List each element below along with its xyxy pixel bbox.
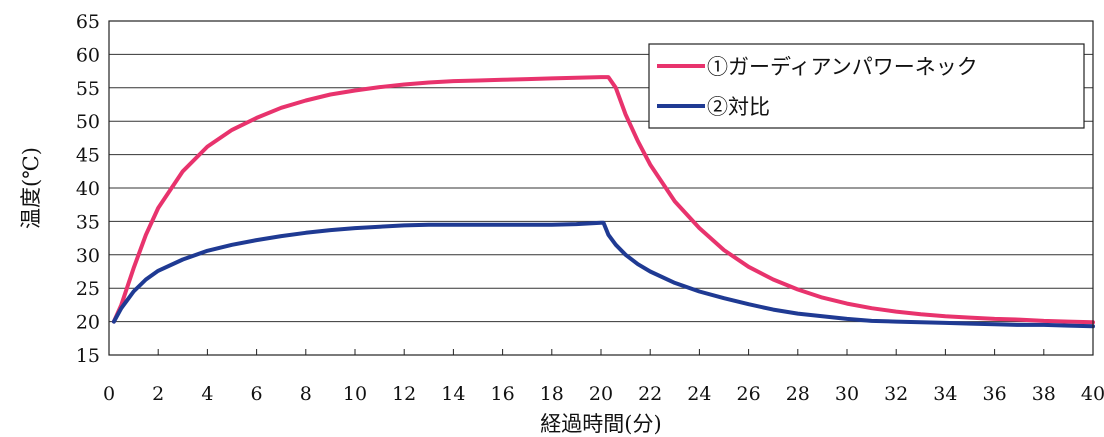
x-tick-label: 22 — [638, 383, 662, 405]
series-line-1 — [111, 75, 1095, 325]
x-tick-label: 34 — [933, 383, 957, 405]
series-lines — [111, 75, 1095, 329]
y-tick-label: 45 — [76, 145, 100, 167]
x-tick-label: 2 — [152, 383, 164, 405]
y-tick-label: 35 — [76, 211, 100, 233]
x-tick-label: 30 — [835, 383, 859, 405]
x-tick-label: 24 — [687, 383, 711, 405]
x-tick-label: 6 — [251, 383, 263, 405]
x-tick-label: 12 — [392, 383, 416, 405]
series-line-2 — [111, 220, 1095, 329]
x-tick-label: 0 — [103, 383, 115, 405]
x-tick-label: 20 — [589, 383, 613, 405]
y-tick-label: 15 — [76, 345, 100, 367]
x-tick-label: 32 — [884, 383, 908, 405]
x-tick-label: 16 — [491, 383, 515, 405]
y-tick-label: 65 — [76, 11, 100, 33]
legend-label-series-2: ②対比 — [707, 95, 770, 119]
y-tick-label: 20 — [76, 312, 100, 334]
x-tick-label: 8 — [300, 383, 312, 405]
x-axis-ticks: 0 2 4 6 8 10 12 14 16 18 20 22 24 26 28 30 32 34 36 38 40 — [103, 349, 1104, 405]
x-tick-label: 38 — [1032, 383, 1056, 405]
y-tick-label: 60 — [76, 44, 100, 66]
x-tick-label: 40 — [1081, 383, 1104, 405]
x-tick-label: 4 — [201, 383, 213, 405]
y-axis-ticks: 15 20 25 30 35 40 45 50 55 60 65 — [76, 11, 100, 367]
y-axis-title: 温度(℃) — [19, 147, 43, 229]
legend-label-series-1: ①ガーディアンパワーネック — [707, 55, 978, 79]
x-tick-label: 28 — [786, 383, 810, 405]
legend-box — [648, 43, 1085, 129]
legend: ①ガーディアンパワーネック ②対比 — [648, 43, 1085, 129]
x-tick-label: 26 — [737, 383, 761, 405]
y-tick-label: 40 — [76, 178, 100, 200]
y-tick-label: 55 — [76, 78, 100, 100]
x-tick-label: 10 — [343, 383, 367, 405]
y-tick-label: 50 — [76, 111, 100, 133]
x-tick-label: 36 — [983, 383, 1007, 405]
y-tick-label: 25 — [76, 278, 100, 300]
x-tick-label: 14 — [441, 383, 465, 405]
y-tick-label: 30 — [76, 245, 100, 267]
x-tick-label: 18 — [540, 383, 564, 405]
x-axis-title: 経過時間(分) — [540, 412, 661, 436]
